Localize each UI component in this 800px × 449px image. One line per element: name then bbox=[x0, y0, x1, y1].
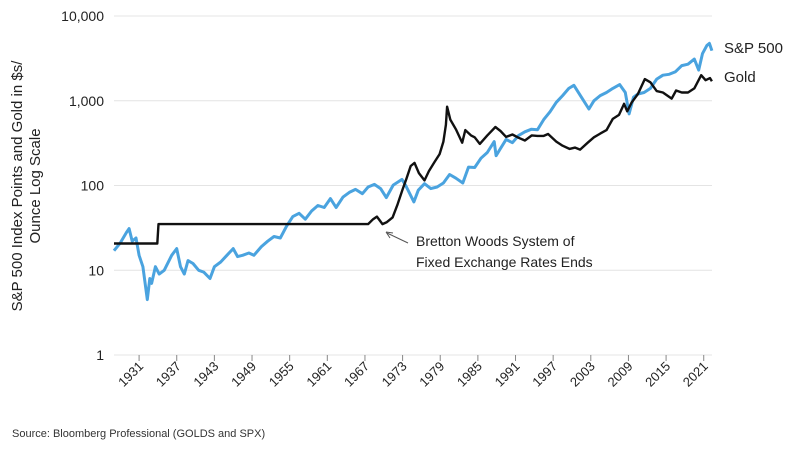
series-label-gold: Gold bbox=[724, 69, 756, 86]
x-tick-label: 1973 bbox=[379, 359, 410, 390]
y-tick-label: 1 bbox=[96, 347, 104, 363]
annotation-line-2: Fixed Exchange Rates Ends bbox=[416, 254, 593, 270]
x-tick-label: 1949 bbox=[228, 359, 259, 390]
x-tick-label: 1937 bbox=[153, 359, 184, 390]
x-tick-label: 1931 bbox=[115, 359, 146, 390]
y-tick-label: 1,000 bbox=[69, 93, 104, 109]
y-axis: 1 10 100 1,000 10,000 bbox=[61, 8, 104, 363]
annotation-arrow-line bbox=[386, 232, 409, 244]
x-tick-label: 2021 bbox=[680, 359, 711, 390]
x-tick-label: 2015 bbox=[642, 359, 673, 390]
series-lines bbox=[112, 41, 714, 302]
series-label-sp500: S&P 500 bbox=[724, 40, 783, 57]
gridlines bbox=[114, 15, 712, 356]
x-tick-label: 1985 bbox=[454, 359, 485, 390]
x-tick-label: 2003 bbox=[567, 359, 598, 390]
y-tick-label: 10,000 bbox=[61, 8, 104, 24]
x-tick-label: 1979 bbox=[416, 359, 447, 390]
series-line-sp500 bbox=[112, 41, 714, 302]
series-line-gold bbox=[114, 74, 713, 245]
x-tick-label: 1943 bbox=[190, 359, 221, 390]
x-tick-label: 1997 bbox=[529, 359, 560, 390]
y-tick-label: 100 bbox=[81, 178, 105, 194]
x-tick-label: 1967 bbox=[341, 359, 372, 390]
x-axis: 1931 1937 1943 1949 1955 1961 1967 1973 1979 1985… bbox=[115, 355, 711, 390]
annotation-line-1: Bretton Woods System of bbox=[416, 233, 575, 249]
x-tick-label: 1961 bbox=[303, 359, 334, 390]
y-axis-label-line-1: S&P 500 Index Points and Gold in $s/ bbox=[9, 60, 26, 312]
y-tick-label: 10 bbox=[88, 262, 104, 278]
y-axis-label-line-2: Ounce Log Scale bbox=[27, 128, 44, 243]
annotation-arrow-head bbox=[385, 231, 394, 239]
x-tick-label: 1955 bbox=[266, 359, 297, 390]
x-tick-label: 2009 bbox=[605, 359, 636, 390]
source-note: Source: Bloomberg Professional (GOLDS an… bbox=[12, 428, 266, 440]
x-tick-label: 1991 bbox=[492, 359, 523, 390]
annotation: Bretton Woods System of Fixed Exchange R… bbox=[385, 231, 593, 270]
